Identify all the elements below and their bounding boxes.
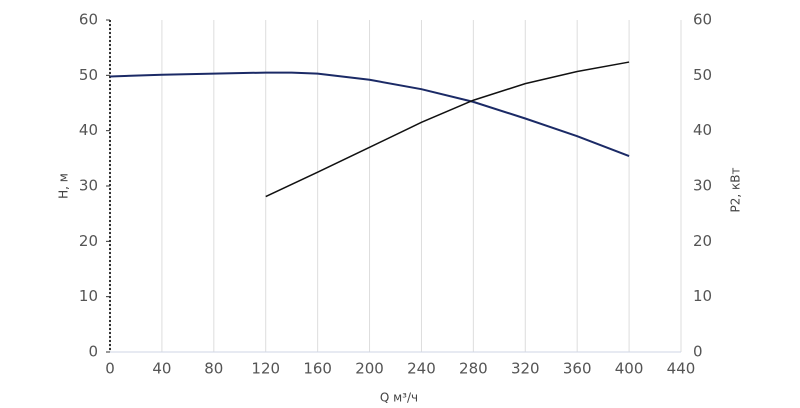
x-tick-label: 0 bbox=[105, 360, 115, 378]
x-tick-label: 320 bbox=[511, 360, 540, 378]
x-tick-label: 200 bbox=[355, 360, 384, 378]
x-tick-label: 400 bbox=[615, 360, 644, 378]
y-tick-label: 10 bbox=[79, 287, 98, 305]
x-tick-label: 80 bbox=[204, 360, 223, 378]
y2-tick-label: 60 bbox=[693, 11, 712, 29]
y2-tick-label: 10 bbox=[693, 287, 712, 305]
x-tick-label: 40 bbox=[152, 360, 171, 378]
curve bbox=[265, 61, 630, 198]
curve bbox=[109, 71, 630, 158]
x-tick-label: 160 bbox=[303, 360, 332, 378]
x-tick-label: 240 bbox=[407, 360, 436, 378]
y2-tick-label: 50 bbox=[693, 66, 712, 84]
x-tick-label: 120 bbox=[251, 360, 280, 378]
x-tick-label: 280 bbox=[459, 360, 488, 378]
y-tick-label: 50 bbox=[79, 66, 98, 84]
y2-tick-label: 0 bbox=[693, 343, 703, 361]
y2-tick-label: 40 bbox=[693, 121, 712, 139]
x-tick-label: 440 bbox=[667, 360, 696, 378]
y-tick-label: 20 bbox=[79, 232, 98, 250]
y-tick-label: 0 bbox=[88, 343, 98, 361]
y-tick-label: 60 bbox=[79, 11, 98, 29]
x-tick-label: 360 bbox=[563, 360, 592, 378]
y-axis-label: H, м bbox=[57, 173, 71, 199]
y2-tick-label: 30 bbox=[693, 177, 712, 195]
y-tick-label: 40 bbox=[79, 121, 98, 139]
y2-tick-label: 20 bbox=[693, 232, 712, 250]
y2-axis-label: P2, кВт bbox=[729, 168, 743, 213]
y-tick-label: 30 bbox=[79, 177, 98, 195]
x-axis-label: Q м³/ч bbox=[380, 391, 418, 405]
